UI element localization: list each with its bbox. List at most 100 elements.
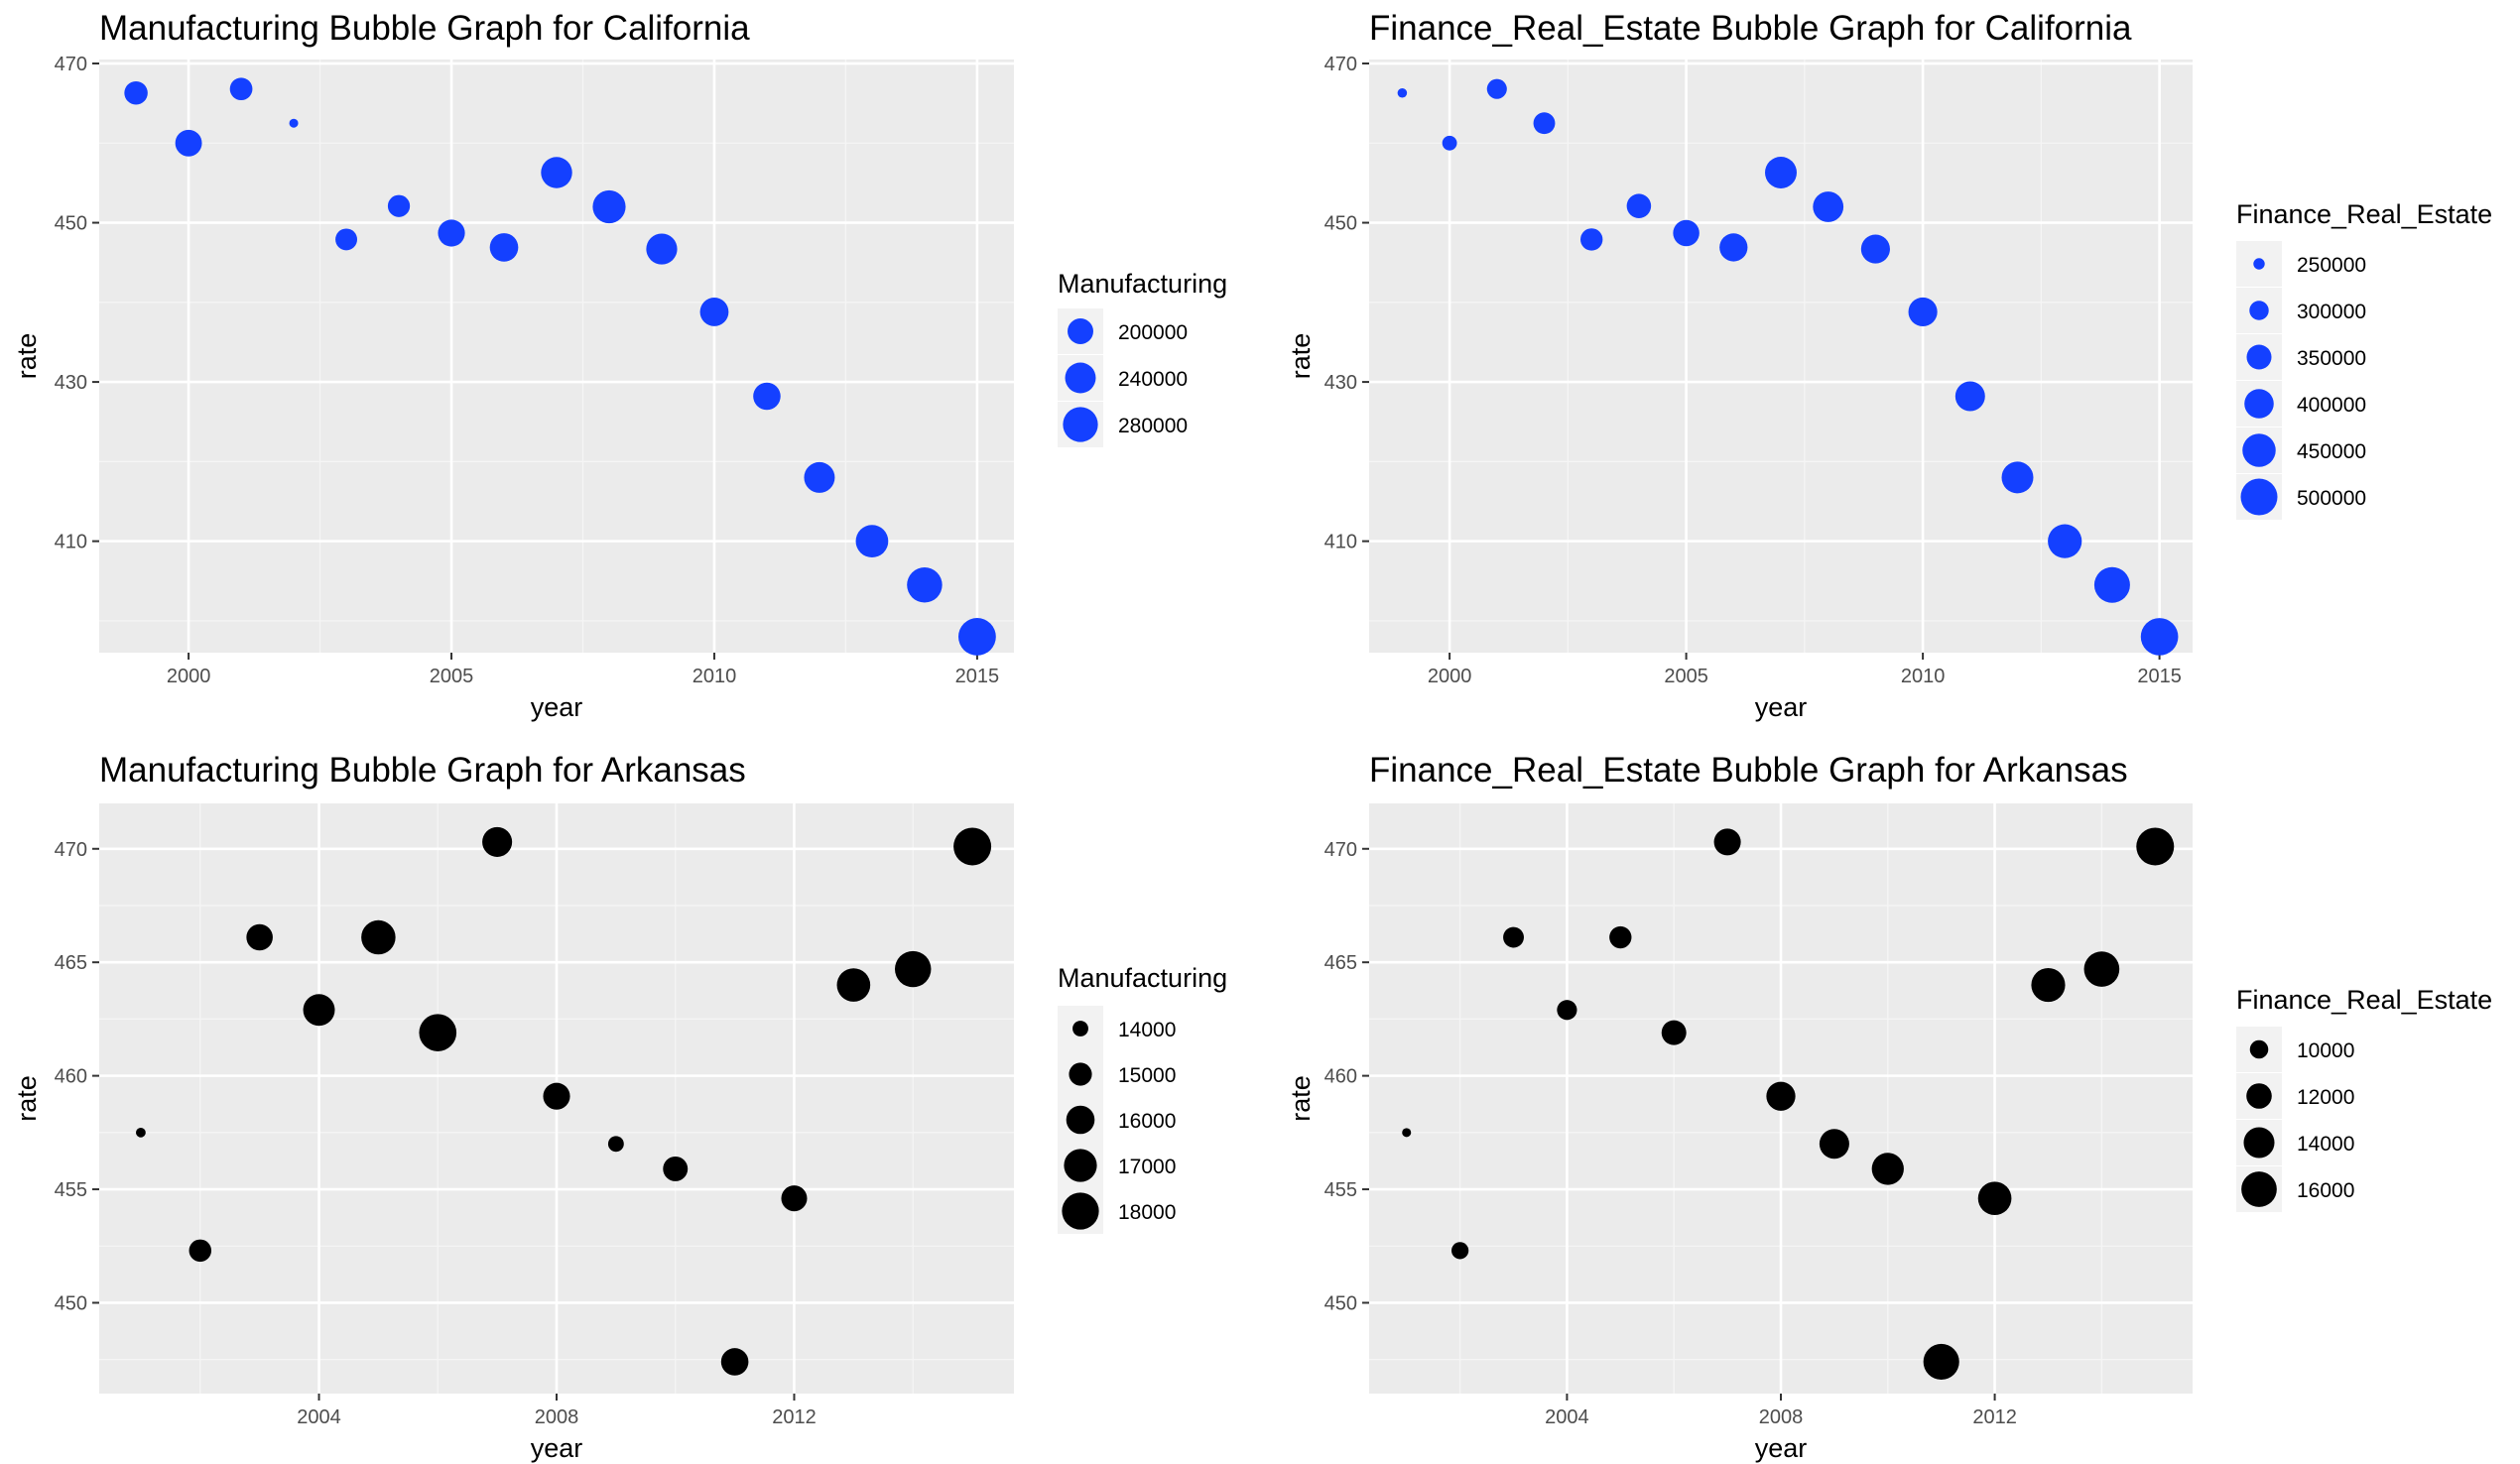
legend-key-symbol [2249, 301, 2269, 320]
chart-title: Finance_Real_Estate Bubble Graph for Ark… [1369, 751, 2128, 790]
x-tick-label: 2000 [1428, 666, 1472, 687]
data-point [1819, 1129, 1849, 1159]
data-point [1923, 1343, 1959, 1381]
data-point [1673, 219, 1700, 247]
legend-label: 240000 [1118, 368, 1188, 391]
data-point [303, 994, 335, 1027]
legend-key-symbol [1063, 407, 1098, 442]
legend-item: 16000 [1058, 1097, 1176, 1143]
data-point [2048, 524, 2082, 558]
legend-label: 300000 [2297, 301, 2366, 323]
legend-label: 14000 [2297, 1133, 2354, 1156]
data-point [1397, 87, 1408, 98]
x-tick-label: 2010 [1901, 666, 1946, 687]
legend-key-symbol [1072, 1021, 1088, 1037]
legend-label: 14000 [1118, 1019, 1176, 1041]
y-tick-label: 450 [55, 213, 87, 235]
chart-title: Manufacturing Bubble Graph for Arkansas [99, 751, 746, 790]
data-point [2001, 461, 2034, 494]
data-point [229, 77, 253, 101]
data-point [836, 968, 871, 1002]
data-point [663, 1156, 689, 1181]
chart-panel-1: 2000 2005 2010 2015 410 430 450 470 Manufacturin… [12, 9, 1227, 722]
x-axis-title: year [531, 692, 583, 722]
data-point [2093, 566, 2130, 603]
data-point [1871, 1153, 1904, 1185]
legend-item: 350000 [2236, 334, 2366, 380]
y-axis-title: rate [12, 1075, 42, 1122]
legend-key-symbol [2241, 1171, 2277, 1207]
legend-item: 14000 [2236, 1120, 2354, 1165]
data-point [2140, 618, 2179, 656]
x-tick-label: 2004 [1545, 1406, 1589, 1428]
legend: Finance_Real_Estate 10000 12000 14000 16000 [2236, 985, 2492, 1212]
data-point [958, 618, 996, 656]
data-point [753, 382, 781, 411]
data-point [1954, 381, 1985, 412]
x-tick-label: 2000 [167, 666, 211, 687]
x-tick-label: 2012 [772, 1406, 817, 1428]
data-point [1713, 828, 1741, 856]
data-point [1503, 926, 1524, 948]
legend-title: Finance_Real_Estate [2236, 199, 2492, 229]
legend-label: 500000 [2297, 487, 2366, 510]
y-tick-label: 455 [55, 1179, 87, 1201]
data-point [894, 950, 932, 988]
data-point [387, 194, 411, 217]
x-tick-label: 2004 [297, 1406, 341, 1428]
x-tick-label: 2012 [1972, 1406, 2017, 1428]
chart-panel-3: 2004 2008 2012 450 455 460 465 470 Manufacturing… [12, 751, 1227, 1463]
legend-key-symbol [1066, 1105, 1095, 1135]
data-point [1719, 233, 1748, 262]
y-tick-label: 430 [55, 372, 87, 394]
y-axis-title: rate [1286, 333, 1316, 380]
legend-key-symbol [1065, 362, 1096, 394]
legend-label: 280000 [1118, 415, 1188, 437]
data-point [289, 118, 299, 128]
data-point [246, 923, 273, 951]
legend-item: 400000 [2236, 381, 2366, 427]
x-axis-title: year [531, 1433, 583, 1463]
legend-item: 12000 [2236, 1073, 2354, 1119]
data-point [2136, 827, 2175, 866]
data-point [419, 1014, 457, 1051]
legend-title: Manufacturing [1058, 963, 1227, 993]
legend-item: 200000 [1058, 308, 1188, 354]
x-tick-label: 2015 [955, 666, 1000, 687]
y-tick-label: 455 [1324, 1179, 1357, 1201]
x-tick-label: 2005 [430, 666, 474, 687]
legend: Finance_Real_Estate 250000 300000 350000 400… [2236, 199, 2492, 520]
legend-item: 14000 [1058, 1006, 1176, 1051]
legend-label: 16000 [1118, 1110, 1176, 1133]
data-point [543, 1082, 570, 1110]
data-point [438, 219, 465, 247]
x-tick-label: 2008 [1759, 1406, 1804, 1428]
chart-title: Manufacturing Bubble Graph for Californi… [99, 9, 750, 48]
legend-label: 12000 [2297, 1086, 2354, 1109]
legend: Manufacturing 14000 15000 16000 17000 18000 [1058, 963, 1227, 1234]
legend-key-symbol [1069, 1062, 1092, 1086]
chart-panel-4: 2004 2008 2012 450 455 460 465 470 Finance_Real_… [1286, 751, 2492, 1463]
legend-label: 15000 [1118, 1064, 1176, 1087]
x-axis-title: year [1755, 1433, 1808, 1463]
x-tick-label: 2008 [535, 1406, 579, 1428]
data-point [136, 1127, 146, 1138]
data-point [175, 129, 202, 157]
legend-key-symbol [2253, 258, 2265, 270]
y-tick-label: 450 [1324, 213, 1357, 235]
legend-key-symbol [2240, 478, 2278, 516]
y-tick-label: 470 [1324, 839, 1357, 861]
legend-label: 450000 [2297, 440, 2366, 463]
data-point [335, 228, 358, 251]
data-point [2083, 951, 2120, 987]
data-point [1661, 1020, 1687, 1045]
legend-title: Manufacturing [1058, 269, 1227, 299]
data-point [1626, 193, 1652, 218]
y-axis-title: rate [12, 333, 42, 380]
legend-title: Finance_Real_Estate [2236, 985, 2492, 1015]
data-point [1860, 234, 1890, 264]
x-axis-title: year [1755, 692, 1808, 722]
chart-title: Finance_Real_Estate Bubble Graph for Cal… [1369, 9, 2132, 48]
chart-panel-2: 2000 2005 2010 2015 410 430 450 470 Finance_Real… [1286, 9, 2492, 722]
